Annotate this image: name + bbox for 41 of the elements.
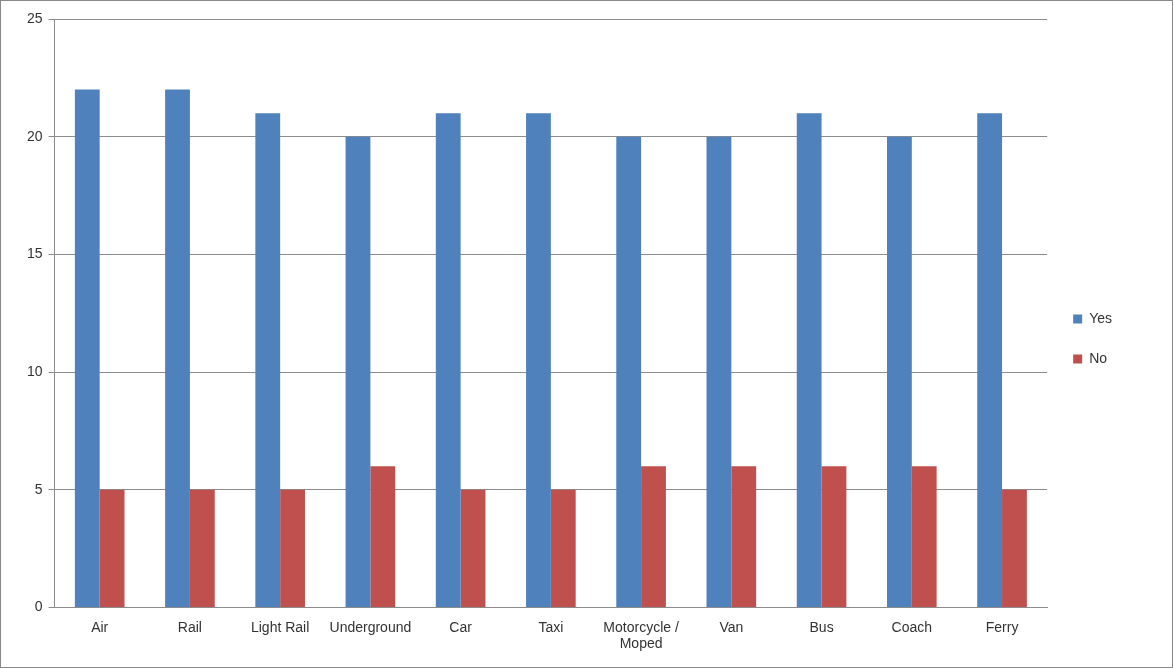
y-tick-label: 0: [34, 598, 43, 615]
y-tick-label: 20: [26, 127, 43, 144]
x-tick-label: Car: [449, 618, 473, 635]
bar: [74, 89, 100, 607]
x-tick-label: Coach: [891, 618, 933, 635]
bar: [255, 113, 281, 607]
bar: [641, 466, 666, 607]
x-tick-label: Air: [91, 618, 109, 635]
bar: [99, 489, 125, 607]
x-tick-label: Taxi: [538, 618, 564, 635]
x-tick-label: Bus: [809, 618, 834, 635]
bar: [616, 136, 642, 607]
bar: [731, 466, 757, 607]
bar: [886, 136, 912, 607]
bar: [550, 489, 576, 607]
x-tick-label: Motorcycle / Moped: [603, 618, 679, 652]
bar: [796, 113, 822, 607]
bar: [911, 466, 937, 607]
legend-label: Yes: [1089, 309, 1112, 326]
bar: [706, 136, 732, 607]
bar: [977, 113, 1003, 607]
x-tick-label: Underground: [329, 618, 412, 635]
x-tick-label: Van: [719, 618, 744, 635]
bar: [821, 466, 847, 607]
y-tick-label: 15: [26, 245, 43, 262]
x-tick-label: Light Rail: [250, 618, 310, 635]
x-tick-label: Rail: [177, 618, 202, 635]
bar: [165, 89, 190, 607]
bar: [435, 113, 461, 607]
legend-label: No: [1089, 349, 1108, 366]
y-tick-label: 5: [34, 480, 43, 497]
y-tick-label: 10: [26, 362, 43, 379]
bar: [345, 136, 371, 607]
bar: [526, 113, 551, 607]
bar: [280, 489, 305, 607]
bar: [189, 489, 215, 607]
bar: [460, 489, 486, 607]
bar: [370, 466, 396, 607]
y-tick-label: 25: [26, 9, 43, 26]
x-tick-label: Ferry: [985, 618, 1019, 635]
bar: [1002, 489, 1027, 607]
